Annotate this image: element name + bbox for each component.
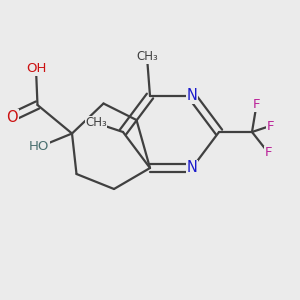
Text: HO: HO (29, 140, 49, 154)
Text: N: N (187, 88, 197, 104)
Text: OH: OH (26, 62, 46, 76)
Text: F: F (265, 146, 272, 160)
Text: N: N (187, 160, 197, 175)
Text: O: O (6, 110, 18, 124)
Text: CH₃: CH₃ (85, 116, 107, 130)
Text: F: F (266, 119, 274, 133)
Text: CH₃: CH₃ (136, 50, 158, 64)
Text: F: F (253, 98, 260, 112)
